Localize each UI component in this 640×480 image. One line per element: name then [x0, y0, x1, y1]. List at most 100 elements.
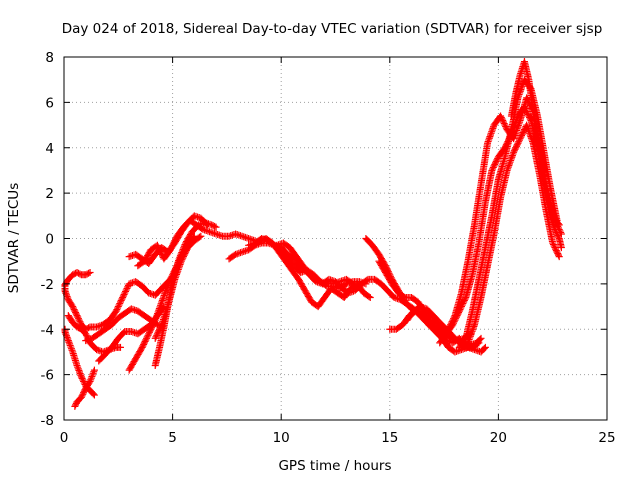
- data-point: [516, 135, 524, 143]
- data-point: [69, 303, 77, 311]
- data-point: [480, 345, 488, 353]
- data-point: [476, 335, 484, 343]
- y-tick-label: -2: [41, 277, 54, 293]
- data-point: [77, 371, 85, 379]
- data-point: [75, 366, 83, 374]
- data-point: [116, 298, 124, 306]
- data-point: [74, 315, 82, 323]
- data-point: [167, 244, 175, 252]
- y-tick-label: 4: [45, 141, 54, 157]
- data-point: [169, 240, 177, 248]
- data-point: [139, 342, 147, 350]
- data-point: [64, 335, 72, 343]
- x-tick-label: 0: [60, 430, 69, 446]
- data-point: [554, 231, 562, 239]
- data-point: [169, 241, 177, 249]
- data-point: [458, 301, 466, 309]
- data-point: [518, 130, 526, 138]
- data-point: [182, 247, 190, 255]
- data-point: [114, 303, 122, 311]
- series-arc-25: [464, 121, 563, 347]
- data-point: [152, 333, 160, 341]
- data-point: [196, 233, 204, 241]
- data-point: [553, 248, 561, 256]
- data-point: [526, 114, 534, 121]
- data-point: [178, 256, 186, 264]
- data-point: [459, 300, 467, 308]
- data-point: [63, 293, 71, 301]
- data-point: [179, 253, 187, 261]
- y-tick-label: -8: [41, 413, 54, 429]
- data-point: [151, 318, 158, 326]
- data-point: [514, 139, 522, 147]
- data-point: [79, 390, 87, 398]
- x-tick-label: 5: [168, 430, 177, 446]
- data-point: [115, 301, 123, 309]
- data-point: [89, 371, 97, 379]
- data-point: [86, 377, 94, 385]
- data-point: [63, 333, 71, 341]
- data-point: [557, 244, 565, 252]
- data-point: [75, 316, 83, 324]
- data-point: [153, 241, 161, 249]
- data-point: [149, 321, 157, 329]
- data-point: [500, 120, 508, 128]
- data-point: [166, 246, 174, 254]
- data-point: [511, 145, 519, 153]
- data-point: [123, 284, 131, 292]
- series-arc-13: [151, 232, 205, 342]
- data-point: [450, 315, 458, 323]
- data-point: [550, 242, 558, 250]
- data-point: [73, 362, 81, 370]
- data-point: [90, 368, 98, 376]
- data-point: [552, 245, 560, 253]
- data-point: [554, 251, 562, 259]
- series-arc-12: [134, 216, 259, 270]
- data-point: [72, 401, 80, 409]
- data-point: [78, 392, 86, 400]
- data-point: [89, 390, 97, 398]
- data-point: [554, 233, 562, 241]
- axis-ticks: 0 5 10 15 20 25 -8 -6 -4 -2 0 2 4 6 8: [41, 50, 616, 446]
- y-axis-label: SDTVAR / TECUs: [6, 183, 22, 293]
- data-point: [140, 339, 148, 347]
- data-point: [517, 133, 525, 141]
- data-point: [122, 286, 130, 294]
- data-point: [119, 292, 127, 300]
- data-point: [549, 241, 557, 249]
- x-tick-label: 20: [490, 430, 507, 446]
- data-point: [493, 156, 501, 164]
- data-point: [181, 250, 189, 258]
- data-point: [447, 319, 455, 327]
- data-point: [499, 117, 507, 125]
- series-arc-4: [71, 366, 98, 410]
- data-point: [554, 250, 562, 258]
- data-point: [203, 221, 211, 229]
- data-point: [138, 343, 146, 351]
- data-point: [497, 114, 505, 121]
- data-point: [66, 340, 74, 348]
- data-point: [474, 340, 482, 348]
- data-point: [156, 247, 164, 255]
- data-point: [74, 313, 82, 321]
- data-point: [142, 336, 150, 344]
- data-point: [449, 316, 457, 324]
- data-point: [179, 254, 187, 262]
- data-point: [153, 330, 161, 338]
- data-point: [148, 322, 156, 330]
- data-point: [519, 129, 527, 137]
- data-point: [212, 223, 220, 231]
- data-point: [66, 341, 74, 349]
- data-point: [153, 331, 161, 339]
- data-point: [122, 287, 130, 295]
- data-point: [61, 288, 69, 296]
- data-point: [502, 123, 510, 131]
- data-point: [490, 162, 498, 170]
- data-point: [492, 159, 500, 167]
- data-point: [72, 309, 80, 317]
- data-point: [67, 345, 75, 353]
- data-point: [151, 334, 159, 342]
- y-tick-label: 0: [45, 232, 54, 248]
